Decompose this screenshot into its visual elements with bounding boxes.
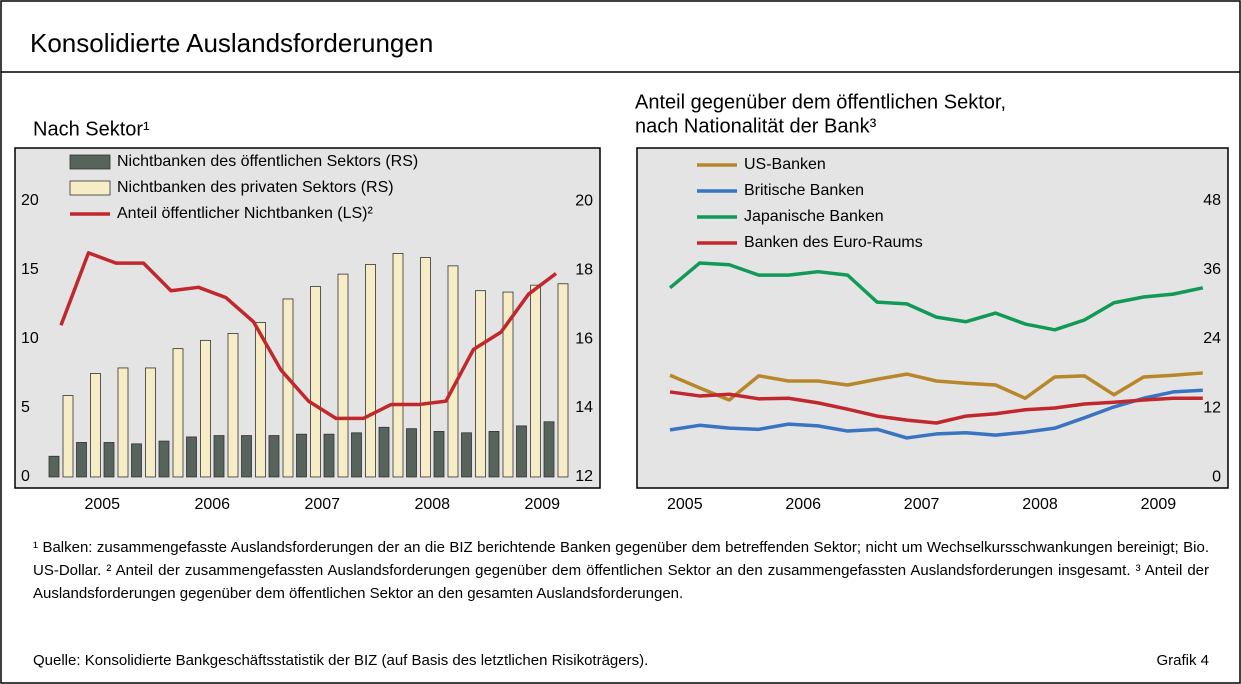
bar (172, 348, 184, 478)
bar (337, 273, 349, 478)
bar (502, 291, 514, 478)
bar (213, 435, 225, 478)
x-tick-label: 2007 (904, 496, 940, 513)
y2-tick-label: 18 (575, 261, 593, 278)
source-row: Quelle: Konsolidierte Bankgeschäftsstati… (33, 652, 1209, 669)
legend-swatch (69, 154, 111, 170)
y-tick-label: 0 (21, 468, 30, 485)
y-tick-label: 12 (1203, 399, 1221, 416)
y-tick-label: 15 (21, 261, 39, 278)
legend-label: Banken des Euro-Raums (744, 234, 923, 251)
bar (557, 283, 569, 478)
bar (62, 395, 74, 478)
bar (131, 443, 142, 478)
footnote: ² Anteil der zusammengefassten Auslandsf… (106, 562, 1131, 579)
bar (241, 435, 252, 478)
figure-label: Grafik 4 (1156, 652, 1209, 669)
x-tick-label: 2009 (524, 496, 560, 513)
y-tick-label: 20 (21, 192, 39, 209)
bar (282, 298, 294, 478)
bar (351, 432, 362, 478)
chart-title: nach Nationalität der Bank³ (635, 115, 877, 137)
y2-tick-label: 16 (575, 330, 593, 347)
source: Quelle: Konsolidierte Bankgeschäftsstati… (33, 652, 649, 669)
x-tick-label: 2005 (667, 496, 703, 513)
y2-tick-label: 20 (575, 192, 593, 209)
legend-swatch (69, 180, 111, 196)
footnote: ¹ Balken: zusammengefasste Auslandsforde… (33, 539, 1209, 579)
y-tick-label: 48 (1203, 192, 1221, 209)
y-tick-label: 5 (21, 399, 30, 416)
bar (145, 367, 156, 478)
line (668, 261, 1204, 332)
bar (530, 284, 541, 478)
footnotes: ¹ Balken: zusammengefasste Auslandsforde… (33, 536, 1209, 605)
bar (461, 432, 472, 478)
bar (543, 421, 555, 478)
bar (433, 431, 445, 478)
legend-label: US-Banken (744, 156, 826, 173)
bar (90, 373, 101, 478)
legend-label: Japanische Banken (744, 208, 884, 225)
bar (200, 339, 211, 478)
plot-area (14, 147, 601, 489)
y2-tick-label: 14 (575, 399, 593, 416)
legend-label: Anteil öffentlicher Nichtbanken (LS)² (117, 205, 374, 222)
bar (268, 435, 280, 478)
line (59, 251, 558, 421)
y-tick-label: 10 (21, 330, 39, 347)
bar (488, 431, 500, 478)
bar (117, 367, 129, 478)
bar (392, 253, 404, 478)
x-tick-label: 2008 (414, 496, 450, 513)
footnote: ³ Anteil der Auslandsforderungen gegenüb… (33, 562, 1210, 602)
bar (310, 286, 321, 478)
bar (158, 440, 170, 478)
x-tick-label: 2006 (785, 496, 821, 513)
bar (475, 290, 486, 478)
legend-label: Nichtbanken des privaten Sektors (RS) (117, 179, 394, 196)
x-tick-label: 2005 (84, 496, 120, 513)
bar (516, 425, 527, 478)
bar (186, 436, 197, 478)
bar (447, 265, 459, 478)
line (669, 371, 1203, 402)
bar (48, 455, 60, 478)
x-tick-label: 2006 (194, 496, 230, 513)
chart-title: Anteil gegenüber dem öffentlichen Sektor… (635, 91, 1006, 113)
y-tick-label: 0 (1212, 468, 1221, 485)
bar (76, 442, 87, 478)
bar (296, 433, 307, 478)
x-tick-label: 2008 (1022, 496, 1058, 513)
bar (255, 322, 266, 478)
y2-tick-label: 12 (575, 468, 593, 485)
line (669, 388, 1203, 440)
legend-label: Nichtbanken des öffentlichen Sektors (RS… (117, 153, 418, 170)
y-tick-label: 24 (1203, 330, 1221, 347)
x-tick-label: 2009 (1141, 496, 1177, 513)
bar (365, 264, 376, 478)
x-tick-label: 2007 (304, 496, 340, 513)
bar (103, 442, 115, 478)
bar (406, 428, 417, 478)
y-tick-label: 36 (1203, 261, 1221, 278)
line (669, 390, 1203, 425)
bar (378, 426, 390, 478)
legend-label: Britische Banken (744, 182, 864, 199)
bar (420, 257, 431, 478)
figure-title: Konsolidierte Auslandsforderungen (30, 28, 433, 58)
bar (227, 333, 239, 478)
bar (323, 433, 335, 478)
chart-title: Nach Sektor¹ (33, 118, 150, 140)
plot-area (636, 147, 1229, 489)
